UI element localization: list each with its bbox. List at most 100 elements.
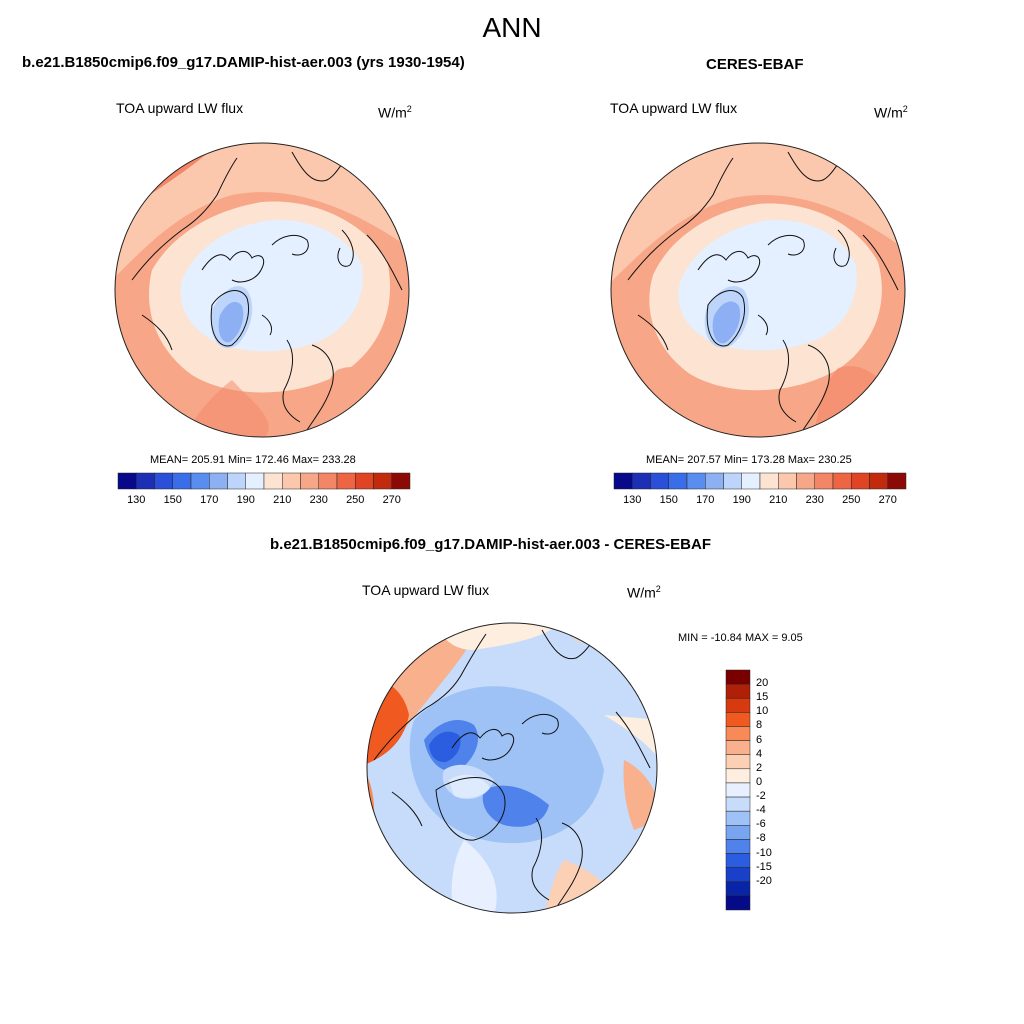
panel-1-colorbar: [117, 472, 411, 490]
panel-1-colorbar-tick-label: 210: [273, 494, 292, 506]
panel-1-colorbar-tick-label: 270: [382, 494, 401, 506]
panel-3-title: b.e21.B1850cmip6.f09_g17.DAMIP-hist-aer.…: [270, 536, 711, 553]
panel-3-colorbar-swatch: [725, 810, 751, 826]
panel-2-colorbar-swatch: [741, 472, 761, 490]
panel-2-colorbar: [613, 472, 907, 490]
panel-3-colorbar-swatch: [725, 740, 751, 755]
panel-1-colorbar-tick-label: 250: [346, 494, 365, 506]
panel-2-colorbar-ticks: 130 150 170 190 210 230 250 270: [614, 494, 906, 508]
panel-3-colorbar-tick-label: 4: [756, 747, 763, 760]
panel-1-colorbar-swatch: [209, 472, 228, 490]
panel-3-colorbar-tick-label: -20: [756, 874, 772, 887]
panel-1-colorbar-swatch: [154, 472, 173, 490]
panel-1-colorbar-swatch: [263, 472, 283, 490]
panel-3-colorbar-tick-label: 0: [756, 775, 763, 788]
panel-1-colorbar-tick-label: 190: [236, 494, 255, 506]
panel-1-colorbar-ticks: 130 150 170 190 210 230 250 270: [118, 494, 410, 508]
panel-3-units: W/m2: [627, 584, 661, 601]
panel-3-colorbar-swatch: [725, 669, 751, 685]
panel-1-colorbar-tick-label: 130: [127, 494, 146, 506]
panel-3-colorbar-tick-label: 10: [756, 705, 769, 718]
panel-1-colorbar-swatch: [245, 472, 265, 490]
panel-1-variable-label: TOA upward LW flux: [116, 100, 244, 116]
panel-3-colorbar-tick-label: -15: [756, 860, 772, 873]
panel-2-colorbar-swatch: [814, 472, 834, 490]
panel-2-colorbar-swatch: [723, 472, 742, 490]
panel-2-stats: MEAN= 207.57 Min= 173.28 Max= 230.25: [646, 454, 852, 466]
panel-1-colorbar-tick-label: 150: [163, 494, 182, 506]
panel-3-colorbar-swatch: [725, 839, 751, 854]
panel-3-colorbar-tick-label: -10: [756, 846, 772, 859]
panel-3-colorbar-swatch: [725, 881, 751, 897]
panel-2-colorbar-tick-label: 250: [842, 494, 861, 506]
panel-2-colorbar-swatch: [650, 472, 669, 490]
panel-1-units: W/m2: [378, 104, 412, 121]
panel-1-colorbar-swatch: [190, 472, 210, 490]
panel-2-colorbar-swatch: [759, 472, 779, 490]
panel-3-colorbar-swatch: [725, 697, 751, 713]
page-title: ANN: [482, 12, 542, 43]
panel-2-colorbar-tick-label: 210: [769, 494, 788, 506]
panel-3-colorbar: [725, 669, 751, 911]
panel-3-polar-map: [366, 622, 658, 914]
panel-2-colorbar-swatch: [796, 472, 815, 490]
panel-1-colorbar-swatch: [227, 472, 246, 490]
panel-2-colorbar-swatch: [668, 472, 688, 490]
panel-3-colorbar-swatch: [725, 867, 751, 883]
panel-1-colorbar-tick-label: 170: [200, 494, 219, 506]
panel-1-colorbar-tick-label: 230: [309, 494, 328, 506]
panel-2-colorbar-tick-label: 130: [623, 494, 642, 506]
panel-2-colorbar-swatch: [632, 472, 651, 490]
panel-1-colorbar-swatch: [117, 472, 137, 490]
panel-2-colorbar-tick-label: 230: [805, 494, 824, 506]
panel-1-colorbar-swatch: [373, 472, 392, 490]
panel-3-colorbar-tick-label: 15: [756, 691, 769, 704]
panel-3-colorbar-ticks: 20 15 10 8 6 4 2 0 -2 -4 -6 -8 -10 -15 -20: [756, 670, 796, 910]
panel-3-colorbar-tick-label: -4: [756, 804, 766, 817]
panel-2-polar-map: [610, 142, 906, 438]
panel-3-colorbar-tick-label: -6: [756, 818, 766, 831]
panel-2-colorbar-swatch: [851, 472, 870, 490]
panel-3-colorbar-swatch: [725, 895, 751, 911]
panel-3-colorbar-swatch: [725, 726, 751, 741]
panel-1-title: b.e21.B1850cmip6.f09_g17.DAMIP-hist-aer.…: [22, 54, 465, 71]
panel-2-variable-label: TOA upward LW flux: [610, 100, 738, 116]
panel-2-colorbar-swatch: [832, 472, 852, 490]
panel-1-colorbar-swatch: [172, 472, 192, 490]
panel-3-stats: MIN = -10.84 MAX = 9.05: [678, 632, 803, 644]
panel-3-colorbar-swatch: [725, 754, 751, 770]
panel-2-colorbar-swatch: [686, 472, 706, 490]
panel-3-colorbar-tick-label: 6: [756, 733, 763, 746]
panel-3-colorbar-tick-label: 2: [756, 761, 763, 774]
panel-3-colorbar-swatch: [725, 768, 751, 784]
panel-3-colorbar-swatch: [725, 782, 751, 798]
panel-2-colorbar-swatch: [613, 472, 633, 490]
panel-1-colorbar-swatch: [391, 472, 411, 490]
panel-2-title: CERES-EBAF: [706, 56, 804, 73]
panel-1-colorbar-swatch: [282, 472, 301, 490]
panel-1-colorbar-swatch: [336, 472, 356, 490]
panel-3-colorbar-tick-label: -2: [756, 790, 766, 803]
panel-3-colorbar-swatch: [725, 825, 751, 840]
panel-2-colorbar-tick-label: 170: [696, 494, 715, 506]
panel-3-variable-label: TOA upward LW flux: [362, 582, 490, 598]
panel-3-colorbar-swatch: [725, 853, 751, 868]
panel-1-colorbar-swatch: [300, 472, 319, 490]
panel-1-colorbar-swatch: [355, 472, 374, 490]
panel-3-colorbar-swatch: [725, 796, 751, 812]
panel-2-colorbar-tick-label: 150: [659, 494, 678, 506]
panel-3-colorbar-swatch: [725, 683, 751, 699]
panel-2-colorbar-swatch: [778, 472, 797, 490]
panel-3-colorbar-tick-label: 20: [756, 677, 769, 690]
panel-2-colorbar-tick-label: 190: [732, 494, 751, 506]
panel-2-colorbar-swatch: [887, 472, 907, 490]
panel-2-colorbar-tick-label: 270: [878, 494, 897, 506]
panel-1-colorbar-swatch: [136, 472, 155, 490]
panel-1-stats: MEAN= 205.91 Min= 172.46 Max= 233.28: [150, 454, 356, 466]
panel-2-units: W/m2: [874, 104, 908, 121]
panel-3-colorbar-tick-label: 8: [756, 719, 763, 732]
panel-1-polar-map: [114, 142, 410, 438]
panel-3-colorbar-tick-label: -8: [756, 832, 766, 845]
panel-1-colorbar-swatch: [318, 472, 338, 490]
panel-2-colorbar-swatch: [705, 472, 724, 490]
